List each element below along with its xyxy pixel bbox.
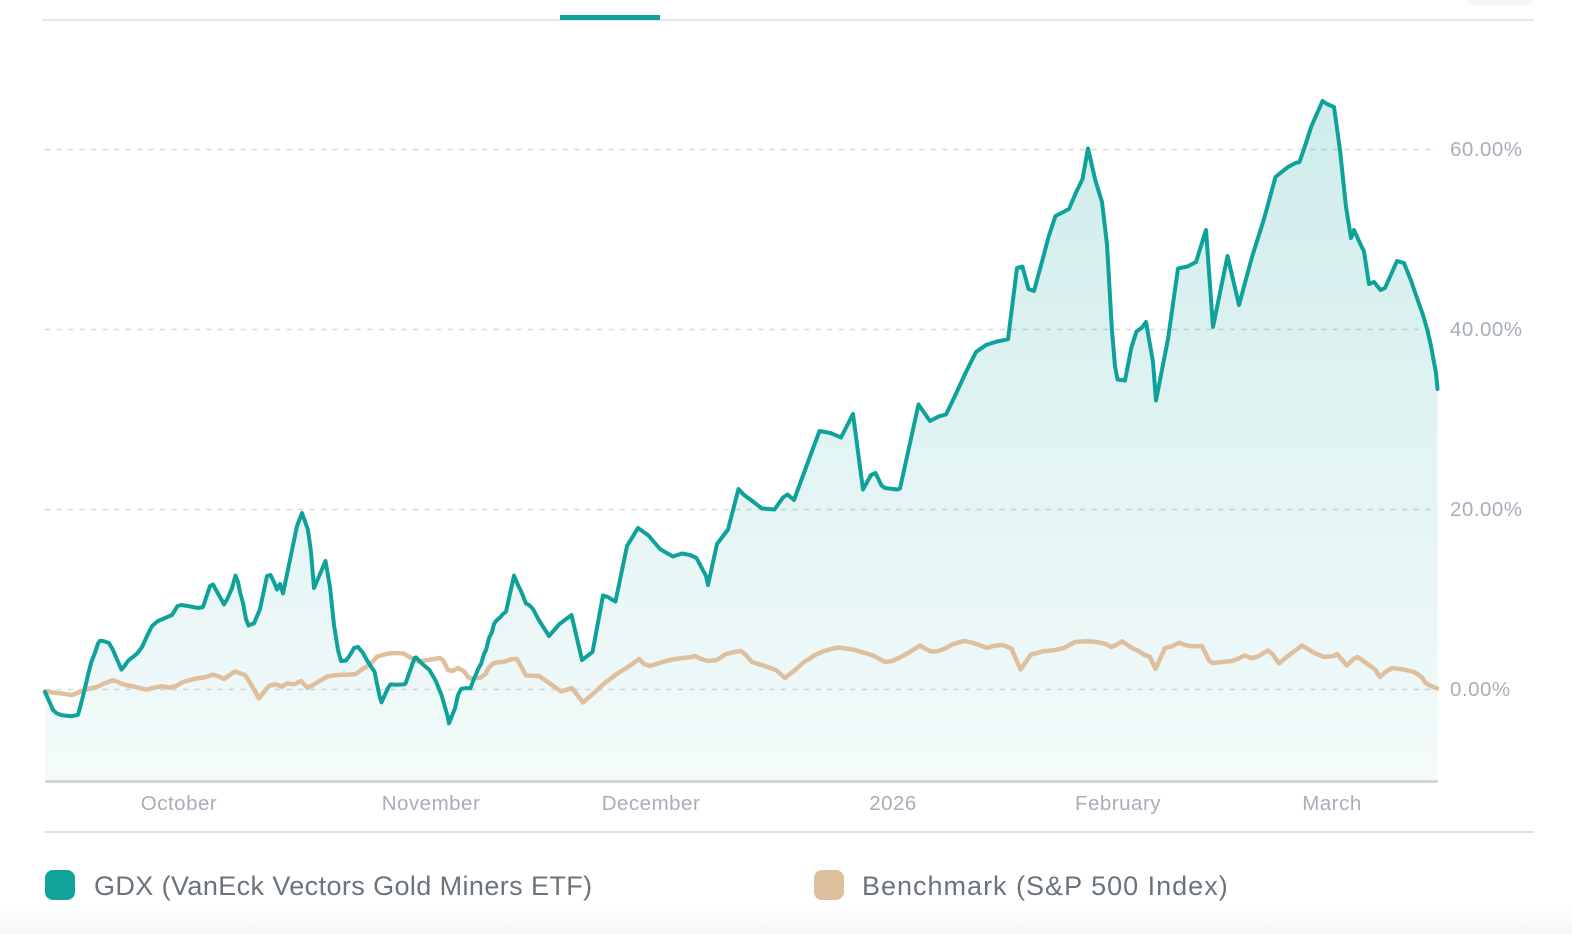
svg-text:October: October: [141, 792, 217, 815]
svg-text:March: March: [1302, 792, 1361, 815]
svg-text:December: December: [602, 792, 701, 815]
svg-text:0.00%: 0.00%: [1450, 678, 1511, 701]
svg-text:40.00%: 40.00%: [1450, 318, 1523, 341]
svg-text:2026: 2026: [869, 792, 917, 815]
svg-text:February: February: [1075, 792, 1161, 815]
svg-text:20.00%: 20.00%: [1450, 498, 1523, 521]
svg-text:60.00%: 60.00%: [1450, 138, 1523, 161]
svg-text:November: November: [382, 792, 481, 815]
